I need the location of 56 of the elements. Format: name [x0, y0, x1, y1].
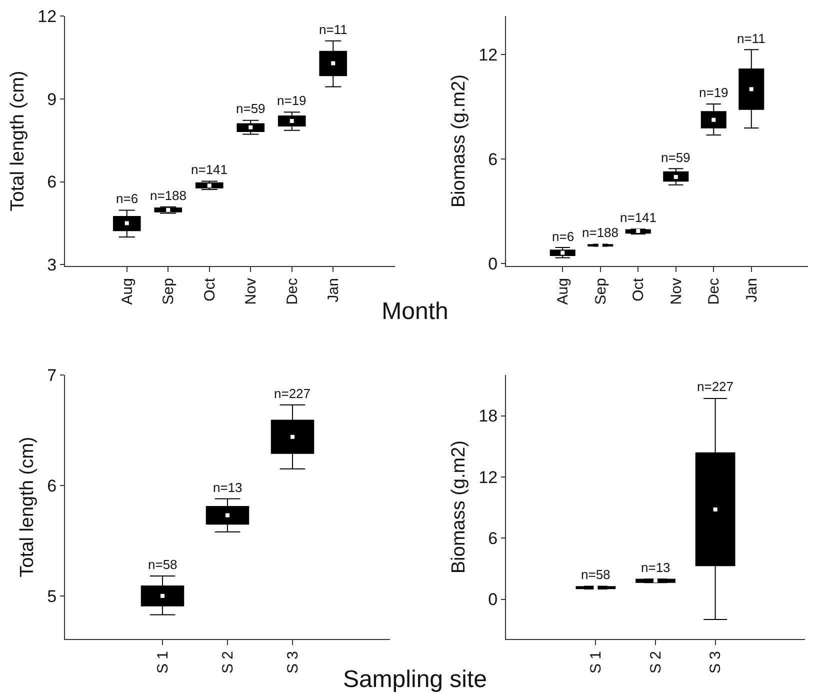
y-tick-label: 6	[47, 172, 57, 192]
annotation: n=141	[191, 162, 228, 177]
y-axis-title: Total length (cm)	[8, 70, 29, 212]
y-tick-label: 12	[38, 6, 57, 26]
y-tick-label: 18	[478, 406, 498, 426]
x-axis-title: Sampling site	[342, 666, 488, 693]
annotation: n=188	[150, 188, 187, 203]
y-tick-label: 5	[47, 586, 57, 606]
x-tick-label: Jan	[743, 278, 760, 302]
y-tick-label: 3	[47, 256, 57, 275]
y-tick-label: 7	[47, 366, 57, 385]
x-tick-label: S 3	[284, 651, 302, 674]
annotation: n=19	[277, 93, 306, 108]
x-tick-label: Oct	[201, 277, 218, 302]
y-tick-label: 6	[47, 476, 57, 496]
annotation: n=13	[641, 560, 670, 575]
y-axis-title: Biomass (g.m2)	[448, 440, 470, 574]
x-tick-label: S 1	[154, 651, 172, 674]
x-axis-title: Month	[382, 298, 448, 325]
annotation: n=13	[213, 480, 242, 495]
annotation: n=6	[552, 229, 574, 244]
x-tick-label: Dec	[706, 278, 723, 305]
annotation: n=188	[582, 225, 619, 240]
y-tick-label: 12	[478, 468, 498, 487]
annotation: n=227	[697, 379, 734, 394]
annotation: n=19	[699, 85, 728, 100]
x-tick-label: Nov	[668, 278, 685, 305]
annotation: n=59	[661, 150, 690, 165]
annotation: n=58	[148, 557, 178, 572]
annotation: n=58	[581, 567, 610, 582]
x-tick-label: Aug	[118, 278, 136, 305]
x-tick-label: Sep	[592, 278, 610, 305]
y-axis-title: Total length (cm)	[16, 436, 38, 578]
annotation: n=11	[319, 22, 348, 37]
x-tick-label: Oct	[630, 277, 648, 302]
x-tick-label: S 2	[219, 651, 236, 674]
y-tick-label: 9	[47, 90, 57, 109]
x-tick-label: Aug	[554, 278, 572, 305]
x-tick-label: Jan	[325, 278, 342, 302]
x-tick-label: S 2	[647, 651, 664, 674]
y-tick-label: 12	[478, 45, 498, 64]
x-tick-label: Sep	[160, 278, 178, 305]
annotation: n=11	[737, 31, 766, 46]
annotation: n=227	[274, 386, 311, 401]
y-axis-title: Biomass (g.m2)	[448, 74, 470, 208]
annotation: n=6	[116, 191, 138, 206]
y-tick-label: 0	[488, 254, 498, 274]
x-tick-label: Nov	[242, 278, 260, 305]
annotation: n=59	[236, 101, 266, 116]
y-tick-label: 0	[488, 590, 498, 610]
x-tick-label: S 1	[588, 651, 605, 674]
x-tick-label: Dec	[284, 278, 301, 305]
annotation: n=141	[620, 210, 657, 225]
y-tick-label: 6	[488, 529, 498, 548]
x-tick-label: S 3	[707, 651, 724, 674]
y-tick-label: 6	[488, 150, 498, 169]
